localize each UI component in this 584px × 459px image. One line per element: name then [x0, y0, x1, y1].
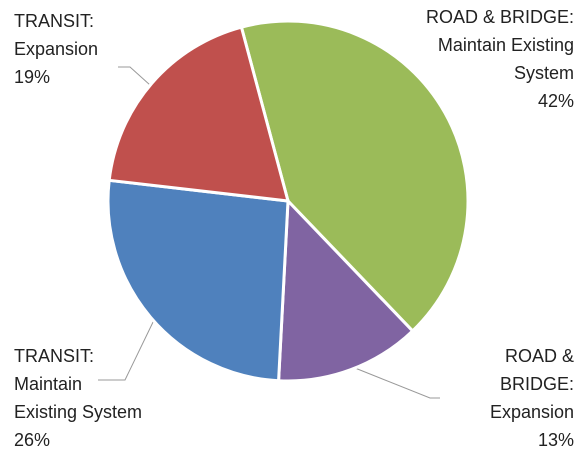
slice-label: Expansion [490, 402, 574, 422]
slice-label: Expansion [14, 39, 98, 59]
value-label: 13% [538, 430, 574, 450]
value-label: 19% [14, 67, 50, 87]
leader-line [349, 365, 440, 399]
pie-slice [239, 19, 470, 334]
slice-label: BRIDGE: [500, 374, 574, 394]
pie-slice [277, 197, 415, 383]
pie-slice [107, 25, 291, 203]
leader-line [98, 317, 156, 381]
value-label: 42% [538, 91, 574, 111]
slice-label: TRANSIT: [14, 346, 94, 366]
leader-line [118, 66, 151, 86]
slice-label: Maintain Existing [438, 35, 574, 55]
slice-label: Maintain [14, 374, 82, 394]
slice-label: ROAD & BRIDGE: [426, 7, 574, 27]
slice-label: ROAD & [505, 346, 574, 366]
pie-slice [106, 178, 290, 383]
slice-label: Existing System [14, 402, 142, 422]
slice-label: System [514, 63, 574, 83]
slice-label: TRANSIT: [14, 11, 94, 31]
value-label: 26% [14, 430, 50, 450]
